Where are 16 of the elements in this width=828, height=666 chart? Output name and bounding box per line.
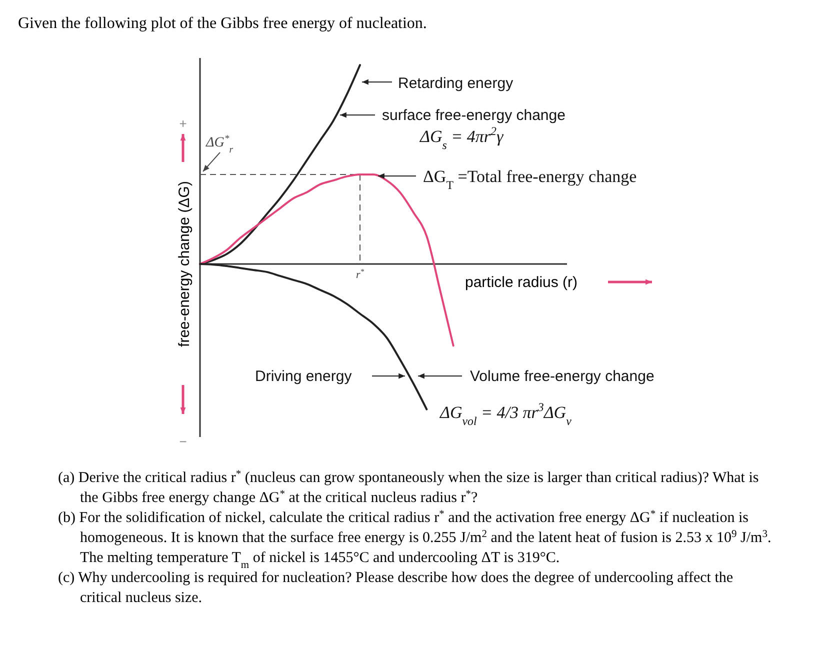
annotation: Volume free-energy change: [470, 368, 654, 385]
x-axis-title: particle radius (r): [465, 274, 578, 291]
y-axis-title: free-energy change (ΔG): [176, 181, 193, 347]
annotation: ΔG$_{s}$ = 4πr$^{2}$γ: [419, 124, 504, 152]
annotation: Driving energy: [255, 368, 352, 385]
annotation: r$^{*}$: [356, 266, 364, 281]
annotation: ΔG$_{vol}$ = 4/3 πr$^{3}$ΔG$_{v}$: [439, 400, 572, 428]
text: (b) For the solidification of nickel, calculate the critical radius r$^{*}$ and the activation free energy ΔG$^{*}$ if nucleation is homogeneous. It is known that the surface free energy is 0.255 J/m$^{2}$ and the latent heat of fusion is 2.53 x 10$^{9}$ J/m$^{3}$. The melting temperature T$_{m}$ of nickel is 1455°C and undercooling ΔT is 319°C.: [58, 508, 772, 570]
text: (c) Why undercooling is required for nucleation? Please describe how does the degree of undercooling affect the critical nucleus size.: [58, 570, 734, 606]
annotation: Retarding energy: [398, 75, 514, 92]
text: −: [179, 434, 187, 449]
text: (a) Derive the critical radius r$^{*}$ (nucleus can grow spontaneously when the size is larger than critical radius)? What is the Gibbs free energy change ΔG$^{*}$ at the critical nucleus radius r$^{*}$?: [58, 468, 759, 506]
text: +: [179, 116, 187, 131]
annotation: ΔG$_{T}$ =Total free-energy change: [423, 167, 637, 192]
annotation: surface free-energy change: [382, 107, 566, 124]
chart-title: Given the following plot of the Gibbs free energy of nucleation.: [18, 15, 427, 32]
